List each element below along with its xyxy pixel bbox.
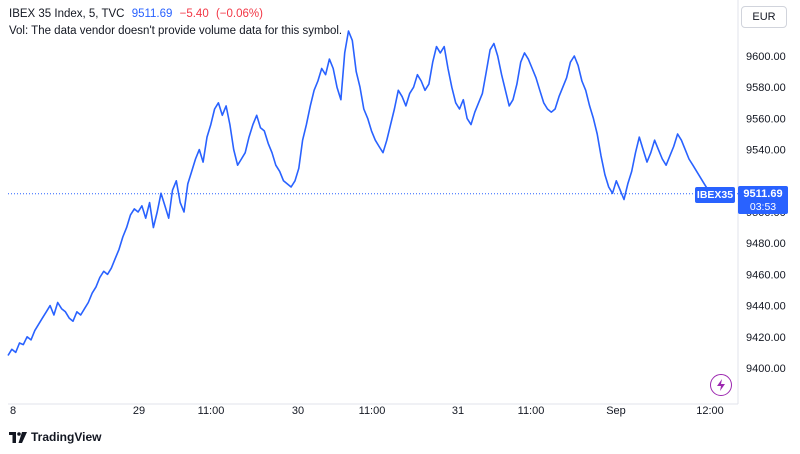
change-value: −5.40: [179, 8, 209, 20]
bar-countdown: 03:53: [749, 201, 777, 213]
x-tick-label: 12:00: [696, 405, 724, 417]
x-tick-label: 11:00: [198, 405, 225, 417]
symbol-title: IBEX 35 Index, 5, TVC: [9, 8, 125, 20]
x-tick-label: 8: [10, 405, 16, 417]
x-tick-label: 11:00: [518, 405, 545, 417]
x-tick-label: 11:00: [359, 405, 386, 417]
last-price-text: 9511.69: [743, 188, 783, 200]
brand-name: TradingView: [31, 430, 102, 444]
legend-symbol-line: IBEX 35 Index, 5, TVC 9511.69 −5.40 (−0.…: [9, 8, 342, 20]
volume-note: Vol: The data vendor doesn't provide vol…: [9, 25, 343, 37]
x-tick-label: 31: [452, 405, 464, 417]
y-tick-label: 9480.00: [746, 238, 786, 250]
x-tick-label: 30: [292, 405, 304, 417]
x-tick-label: 29: [133, 405, 145, 417]
y-tick-label: 9540.00: [746, 145, 786, 157]
y-tick-label: 9400.00: [746, 363, 786, 375]
chart-legend: IBEX 35 Index, 5, TVC 9511.69 −5.40 (−0.…: [9, 8, 342, 37]
x-tick-label: Sep: [606, 405, 626, 417]
price-series-line: [7, 30, 713, 356]
tradingview-logo-icon: [9, 431, 27, 443]
symbol-price-label: IBEX35: [695, 187, 735, 203]
last-value: 9511.69: [131, 8, 173, 20]
change-percent: (−0.06%): [215, 8, 263, 20]
last-price-label: 9511.69 03:53: [738, 186, 788, 214]
tradingview-brand[interactable]: TradingView: [9, 430, 101, 444]
y-tick-label: 9440.00: [746, 301, 786, 313]
y-tick-label: 9460.00: [746, 269, 786, 281]
currency-button[interactable]: EUR: [741, 6, 787, 28]
lightning-icon[interactable]: [710, 374, 732, 396]
y-tick-label: 9560.00: [746, 113, 786, 125]
y-tick-label: 9600.00: [746, 51, 786, 63]
y-tick-label: 9420.00: [746, 332, 786, 344]
y-tick-label: 9580.00: [746, 82, 786, 94]
